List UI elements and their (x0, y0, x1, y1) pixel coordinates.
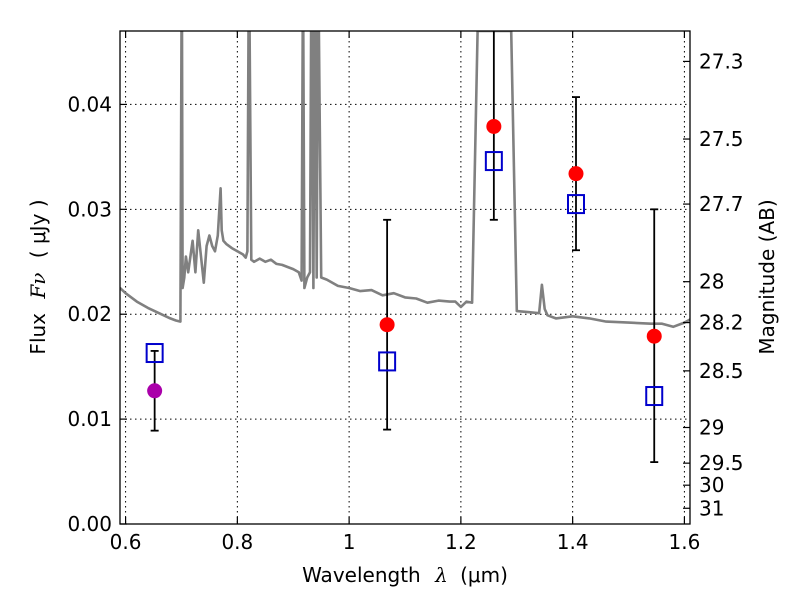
y-tick-label: 0.02 (67, 302, 112, 326)
x-tick-label: 1 (343, 530, 356, 554)
x-axis-label-unit: (μm) (460, 563, 508, 587)
axes-frame (119, 30, 691, 525)
observed-flux-point (646, 328, 662, 344)
x-tick-label: 1.2 (445, 530, 477, 554)
x-axis-label-text: Wavelength (302, 563, 421, 587)
y2-axis-label: Magnitude (AB) (755, 199, 779, 354)
y2-tick-label: 27.5 (699, 127, 744, 151)
y2-tick-label: 27.3 (699, 49, 744, 73)
y-tick-label: 0.03 (67, 197, 112, 221)
y2-tick-label: 31 (699, 496, 724, 520)
model-flux-square (645, 386, 664, 407)
y2-tick-label: 28 (699, 270, 724, 294)
y2-tick-label: 30 (699, 473, 724, 497)
x-tick-label: 1.4 (557, 530, 589, 554)
observed-flux-point (568, 166, 584, 182)
model-flux-square (484, 151, 503, 172)
x-axis-label: Wavelength λ (μm) (302, 563, 508, 587)
model-flux-square (145, 343, 164, 364)
y-axis-label-text: Flux (26, 313, 50, 355)
model-flux-square (378, 351, 397, 372)
y2-tick-label: 28.2 (699, 311, 744, 335)
template-spectrum-line (120, 31, 690, 329)
y-tick-label: 0.04 (67, 92, 112, 116)
y-tick-label: 0.00 (67, 512, 112, 536)
y-axis-label-unit: ( μJy ) (26, 199, 50, 258)
y2-tick-label: 27.7 (699, 192, 744, 216)
x-tick-label: 1.6 (669, 530, 701, 554)
x-tick-label: 0.6 (110, 530, 142, 554)
grid (120, 31, 690, 525)
y-tick-label: 0.01 (67, 407, 112, 431)
y2-tick-label: 28.5 (699, 359, 744, 383)
plot-area (120, 31, 690, 464)
y2-tick-label: 29 (699, 415, 724, 439)
y-axis-label: Flux Fν ( μJy ) (26, 199, 50, 354)
model-flux-square (567, 194, 585, 215)
ticks: 0.6 0.8 1 1.2 1.4 1.6 0.00 0.01 0.02 0.03 0.04 27.3… (67, 31, 744, 554)
observed-flux-point (486, 118, 502, 134)
y2-tick-label: 29.5 (699, 451, 744, 475)
y-axis-label-symbol: Fν (26, 273, 50, 300)
observed-flux-point (379, 317, 395, 333)
observed-flux-point (147, 383, 163, 399)
x-axis-label-symbol: λ (434, 563, 448, 587)
x-tick-label: 0.8 (221, 530, 253, 554)
